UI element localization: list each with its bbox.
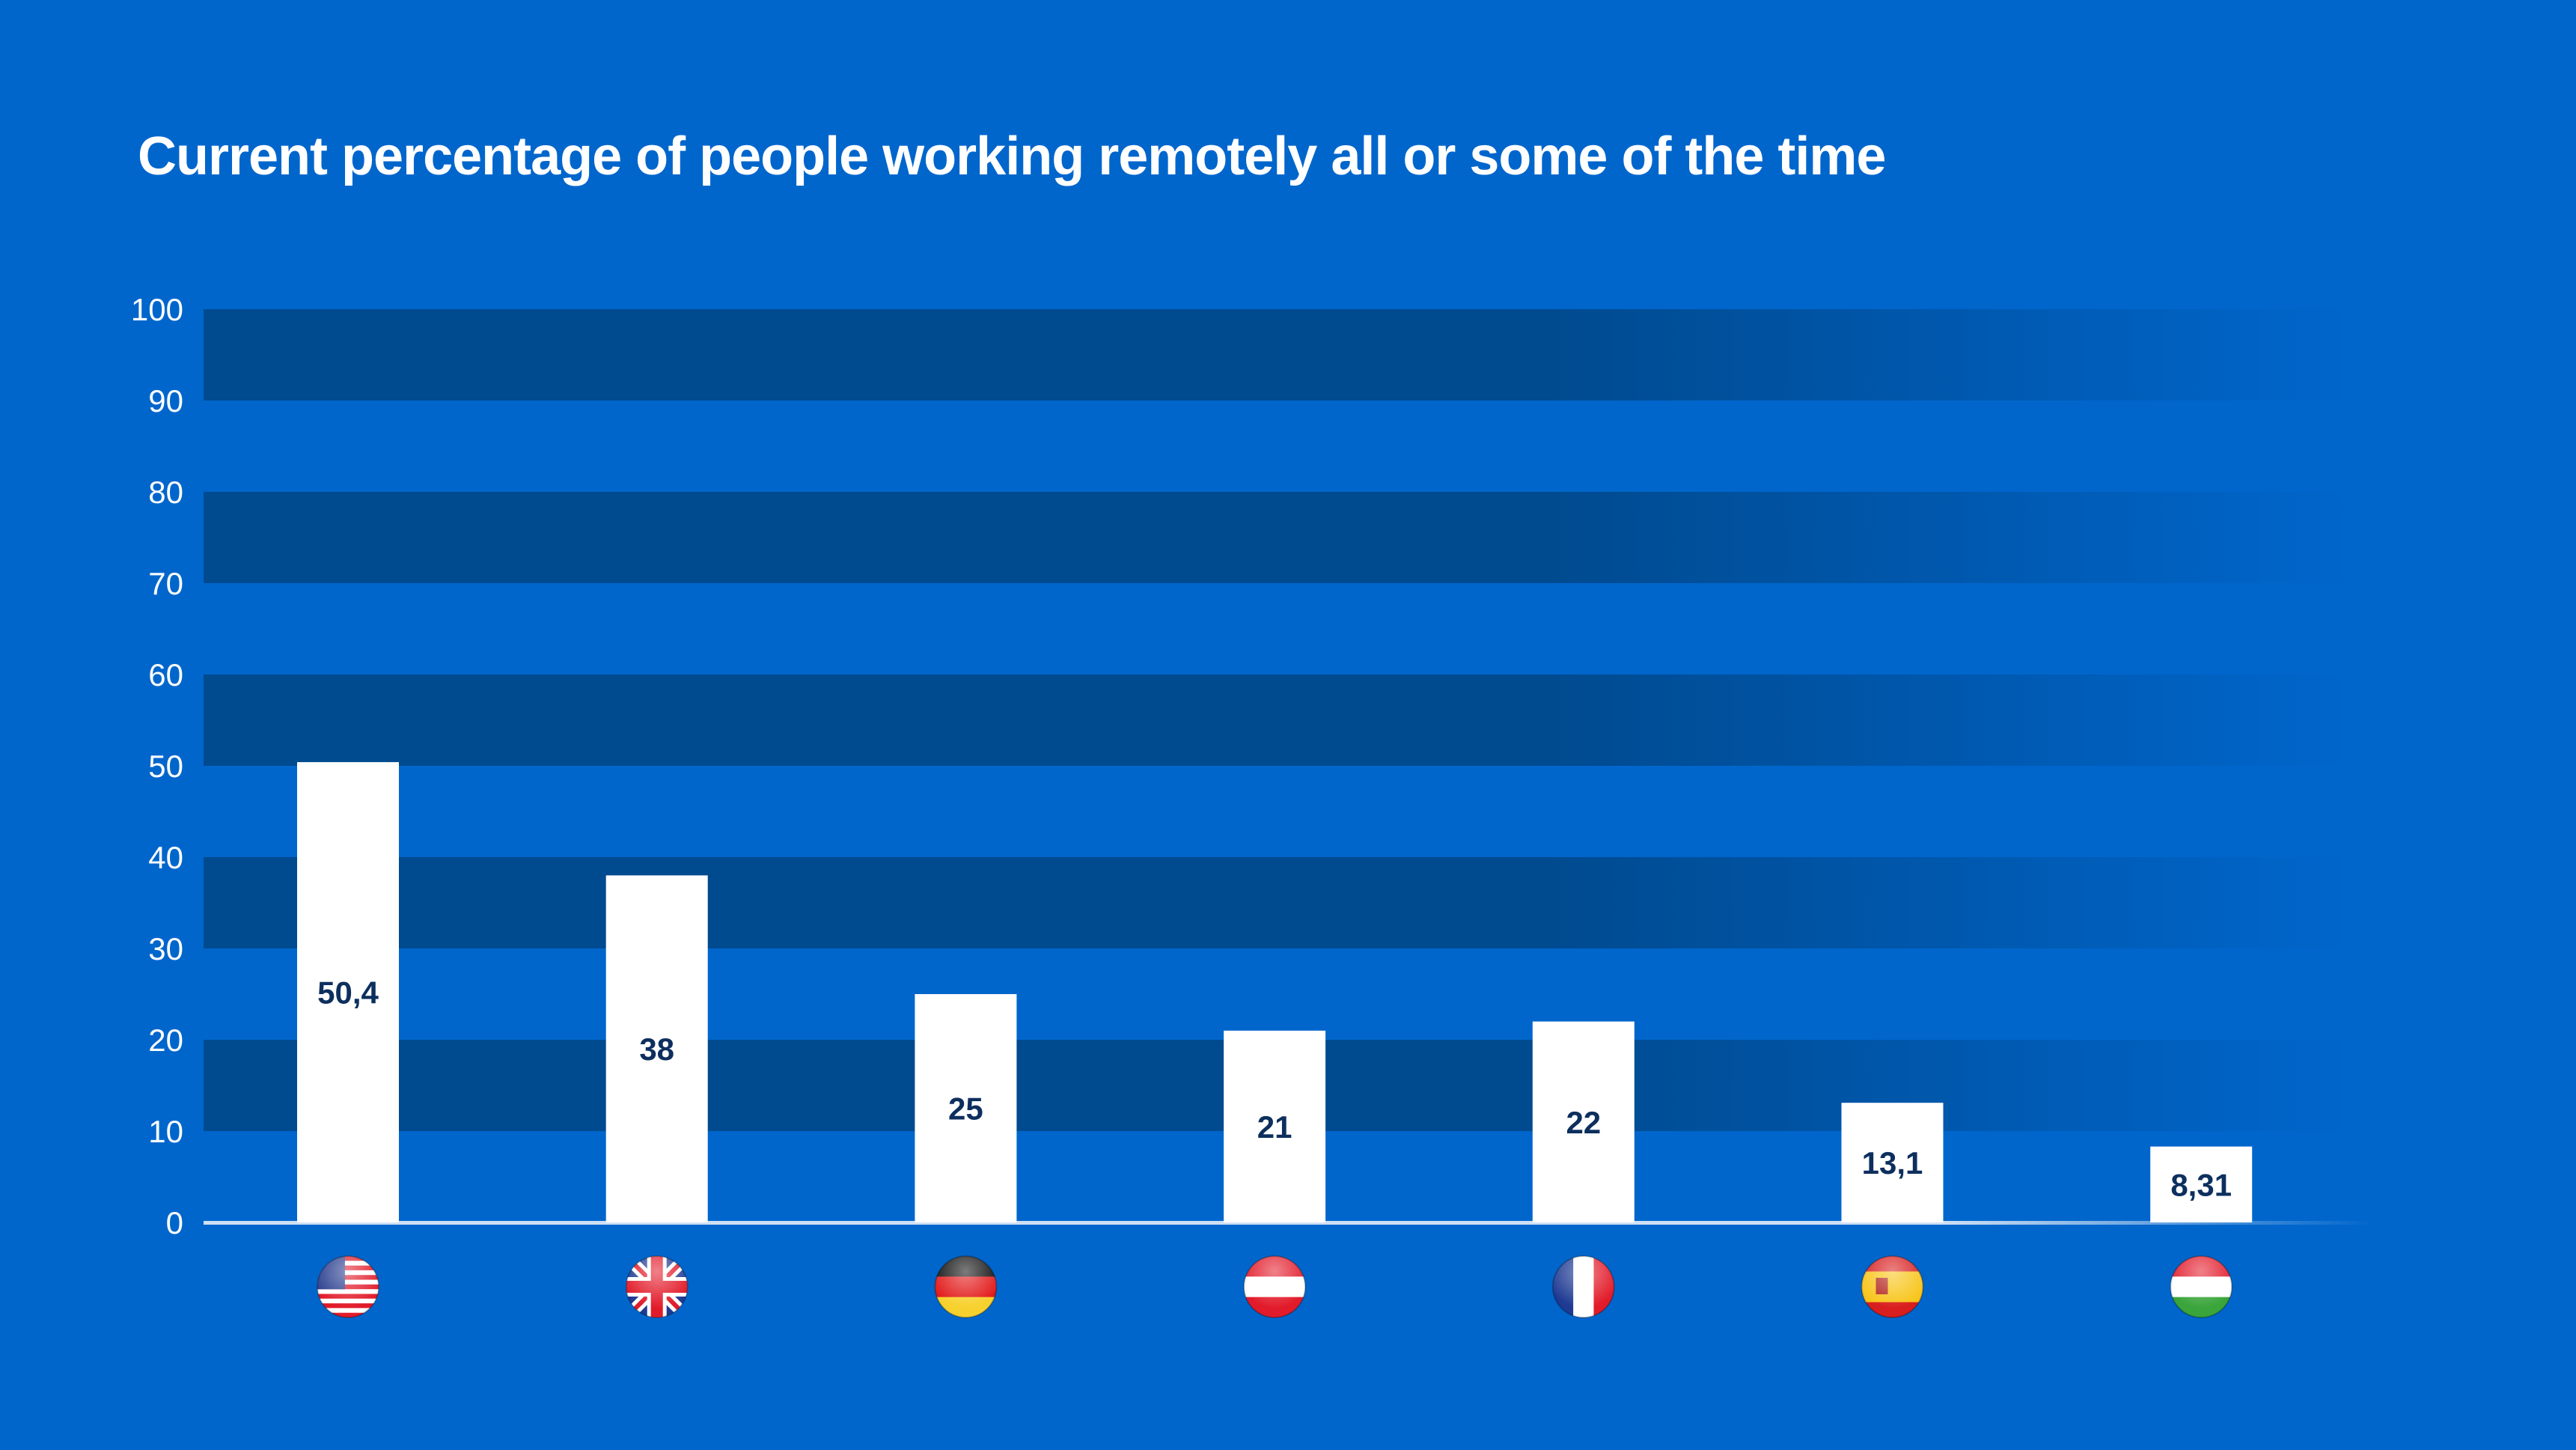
grid-band <box>204 309 2357 400</box>
y-tick-label: 100 <box>131 292 183 327</box>
bar <box>1841 1103 1944 1222</box>
grid-band <box>204 674 2357 766</box>
bar <box>1224 1030 1326 1222</box>
bar-value-label: 13,1 <box>1862 1145 1923 1181</box>
y-tick-label: 30 <box>148 931 183 966</box>
germany-flag-icon <box>934 1255 998 1318</box>
bar-value-label: 50,4 <box>317 975 379 1011</box>
x-axis-line <box>204 1221 2374 1225</box>
y-tick-label: 60 <box>148 657 183 692</box>
spain-flag-icon <box>1861 1255 1924 1318</box>
y-tick-label: 90 <box>148 383 183 418</box>
bar-value-label: 22 <box>1566 1105 1601 1140</box>
grid-band <box>204 857 2357 948</box>
y-tick-label: 10 <box>148 1114 183 1149</box>
chart-title: Current percentage of people working rem… <box>138 127 1886 186</box>
y-tick-label: 70 <box>148 566 183 601</box>
bar-value-label: 38 <box>639 1032 674 1067</box>
bar <box>605 875 708 1222</box>
hungary-flag-icon <box>2170 1255 2233 1318</box>
bar <box>915 994 1017 1222</box>
austria-flag-icon <box>1243 1255 1307 1318</box>
bar <box>2150 1146 2253 1222</box>
y-tick-label: 40 <box>148 840 183 875</box>
bar-value-label: 21 <box>1257 1109 1292 1145</box>
bar-value-label: 25 <box>948 1091 983 1127</box>
us-flag-icon <box>317 1255 379 1318</box>
uk-flag-icon <box>625 1255 689 1318</box>
y-tick-label: 0 <box>166 1205 183 1240</box>
bar <box>1532 1021 1635 1222</box>
grid-band <box>204 492 2357 583</box>
y-tick-label: 80 <box>148 475 183 510</box>
y-tick-label: 50 <box>148 749 183 784</box>
y-tick-label: 20 <box>148 1023 183 1058</box>
bar-value-label: 8,31 <box>2170 1167 2232 1202</box>
france-flag-icon <box>1551 1255 1615 1318</box>
bar <box>297 762 399 1222</box>
